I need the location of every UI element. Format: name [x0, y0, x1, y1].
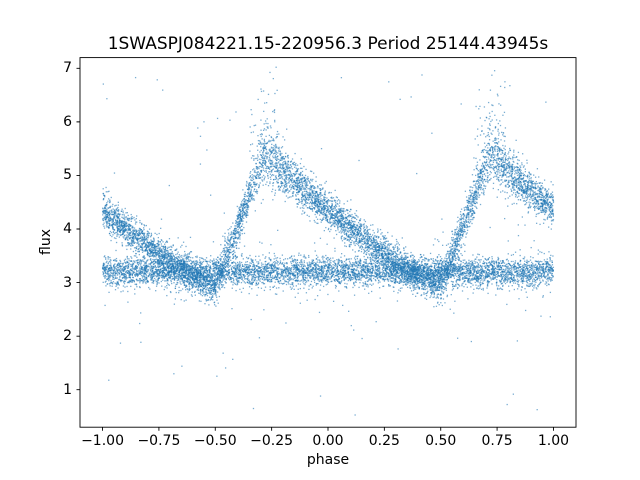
x-tick-label-2: −0.50	[193, 433, 237, 449]
x-tick-label-3: −0.25	[250, 433, 294, 449]
y-tick-label-4: 5	[63, 167, 72, 184]
x-tick-label-4: 0.00	[312, 433, 344, 449]
y-tick-label-6: 7	[63, 60, 72, 77]
chart-title: 1SWASPJ084221.15-220956.3 Period 25144.4…	[107, 34, 549, 54]
y-tick-label-0: 1	[63, 381, 72, 398]
y-tick-label-3: 4	[63, 221, 72, 237]
x-tick-label-0: −1.00	[81, 433, 124, 449]
y-tick-label-5: 6	[63, 113, 72, 130]
x-tick-label-8: 1.00	[537, 433, 570, 449]
y-tick-label-2: 3	[63, 274, 72, 291]
x-tick-label-5: 0.25	[368, 433, 400, 449]
y-axis-label: flux	[38, 229, 54, 255]
y-tick-label-1: 2	[63, 328, 72, 345]
x-axis-label: phase	[306, 452, 350, 468]
x-tick-label-7: 0.75	[481, 433, 513, 449]
x-tick-label-1: −0.75	[137, 433, 181, 449]
x-tick-label-6: 0.50	[425, 433, 457, 449]
